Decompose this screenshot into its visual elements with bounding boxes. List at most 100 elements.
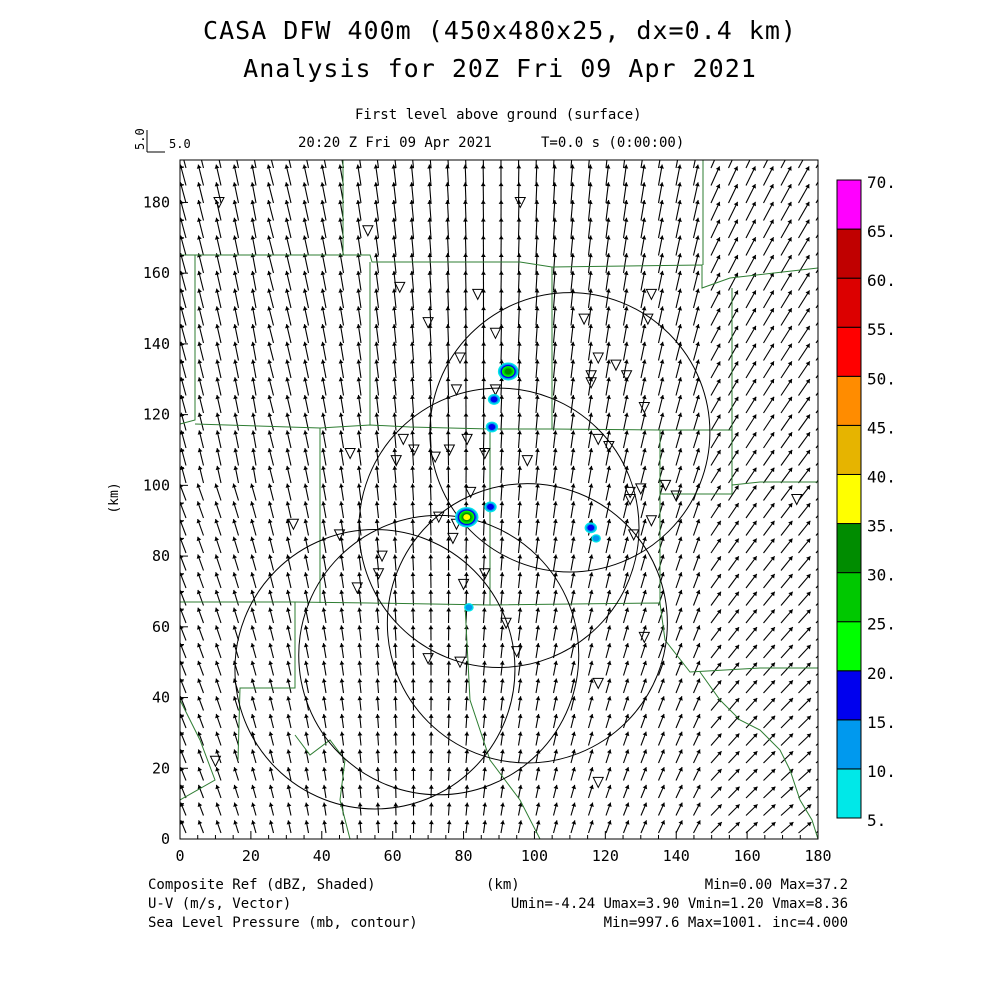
wind-vector [322, 802, 327, 816]
wind-vector [798, 697, 812, 711]
colorbar-swatch [836, 375, 862, 426]
wind-vector [412, 160, 415, 169]
wind-vector [392, 589, 398, 606]
wind-vector [285, 483, 292, 501]
wind-vector [233, 749, 240, 764]
wind-vector [463, 200, 468, 221]
wind-vector [745, 325, 757, 344]
wind-vector [798, 361, 811, 379]
wind-vector [516, 253, 522, 274]
wind-vector [552, 217, 558, 239]
wind-vector [517, 448, 522, 466]
wind-vector [570, 518, 576, 536]
wind-vector [640, 377, 647, 396]
wind-vector [446, 696, 452, 711]
wind-vector [605, 359, 611, 379]
colorbar-swatch [836, 670, 862, 721]
wind-vector [535, 625, 541, 641]
wind-vector [250, 536, 257, 554]
station-marker [638, 402, 651, 414]
wind-vector [763, 573, 776, 589]
wind-vector [357, 731, 363, 746]
wind-vector [675, 501, 683, 519]
station-marker [670, 490, 683, 503]
wind-vector [763, 237, 775, 256]
wind-vector [605, 483, 612, 501]
wind-vector [745, 715, 758, 729]
wind-vector [763, 626, 776, 641]
wind-vector [374, 554, 380, 571]
wind-vector [534, 394, 540, 414]
wind-vector [180, 412, 187, 431]
wind-vector [428, 678, 434, 694]
wind-vector [391, 253, 397, 274]
wind-vector [675, 589, 683, 606]
wind-vector [321, 660, 327, 676]
wind-vector [657, 766, 665, 781]
wind-vector [250, 731, 257, 746]
colorbar-label: 45. [867, 418, 896, 437]
wind-vector [499, 625, 505, 641]
wind-vector [570, 160, 573, 169]
wind-vector [710, 520, 722, 536]
y-tick-label: 180 [143, 193, 170, 211]
wind-vector [321, 643, 327, 659]
wind-vector [374, 518, 380, 536]
wind-vector [587, 696, 594, 711]
wind-vector [320, 235, 327, 256]
wind-vector [763, 396, 775, 414]
wind-vector [481, 625, 487, 641]
wind-vector [570, 660, 576, 676]
wind-vector [728, 733, 740, 746]
wind-vector [745, 786, 758, 799]
wind-vector [640, 749, 648, 764]
wind-vector [622, 589, 630, 606]
wind-vector [374, 536, 380, 554]
wind-vector [464, 784, 470, 799]
wind-vector [657, 394, 665, 414]
y-tick-label: 140 [143, 335, 170, 353]
wind-vector [357, 625, 363, 641]
wind-vector [675, 802, 683, 816]
wind-vector [215, 465, 222, 484]
wind-vector [534, 164, 540, 186]
wind-vector [605, 235, 611, 256]
wind-vector [392, 607, 398, 624]
wind-vector [232, 235, 240, 256]
chart-title: CASA DFW 400m (450x480x25, dx=0.4 km) [203, 16, 797, 45]
wind-vector [552, 306, 558, 326]
station-marker [432, 511, 445, 524]
wind-vector [605, 160, 608, 169]
wind-vector [692, 182, 700, 204]
wind-vector [446, 572, 451, 589]
wind-vector [534, 217, 540, 239]
wind-vector [249, 483, 257, 501]
wind-vector [692, 465, 701, 484]
wind-vector [392, 483, 398, 501]
wind-vector [535, 802, 541, 816]
wind-vector [745, 166, 756, 186]
reflectivity-cell [455, 506, 479, 528]
wind-vector [250, 253, 257, 274]
wind-vector [197, 306, 205, 326]
wind-vector [535, 536, 540, 554]
wind-vector [640, 412, 647, 431]
wind-vector [410, 412, 415, 431]
wind-vector [763, 591, 776, 606]
wind-vector [605, 749, 612, 764]
wind-vector [552, 465, 558, 484]
wind-vector [692, 164, 700, 186]
wind-vector [304, 731, 310, 746]
wind-vector [339, 696, 345, 711]
wind-vector [357, 643, 363, 659]
wind-vector [693, 766, 701, 781]
wind-vector [304, 678, 310, 694]
wind-vector [446, 554, 451, 571]
wind-vector [481, 394, 487, 414]
wind-vector [499, 589, 505, 606]
x-tick-label: 60 [384, 847, 402, 865]
wind-vector [605, 784, 612, 799]
wind-vector [763, 520, 775, 536]
wind-vector [499, 572, 505, 589]
wind-vector [410, 589, 416, 606]
